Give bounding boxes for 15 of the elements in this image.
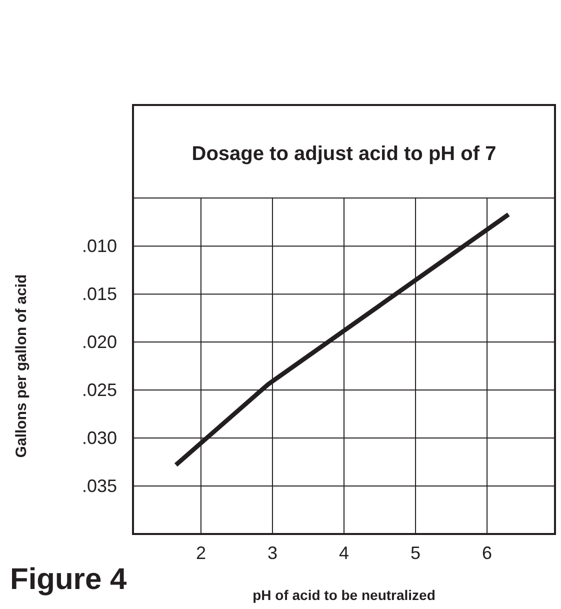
x-tick-label: 3 [267, 543, 278, 563]
y-tick-label: .015 [82, 284, 117, 304]
x-tick-label: 4 [338, 543, 350, 563]
x-tick-label: 2 [196, 543, 206, 563]
x-axis-title: pH of acid to be neutralized [252, 587, 436, 603]
x-tick-label: 6 [482, 543, 492, 563]
y-tick-label: .010 [82, 236, 117, 256]
text: Dosage to adjust acid to pH of 7 [192, 143, 496, 165]
y-tick-label: .025 [82, 380, 117, 400]
y-tick-label: .020 [82, 332, 117, 352]
caption: Figure 4 [10, 563, 128, 596]
y-axis-title: Gallons per gallon of acid [13, 274, 30, 458]
y-tick-label: .030 [82, 428, 117, 448]
x-tick-label: 5 [410, 543, 421, 563]
y-tick-label: .035 [82, 476, 117, 496]
